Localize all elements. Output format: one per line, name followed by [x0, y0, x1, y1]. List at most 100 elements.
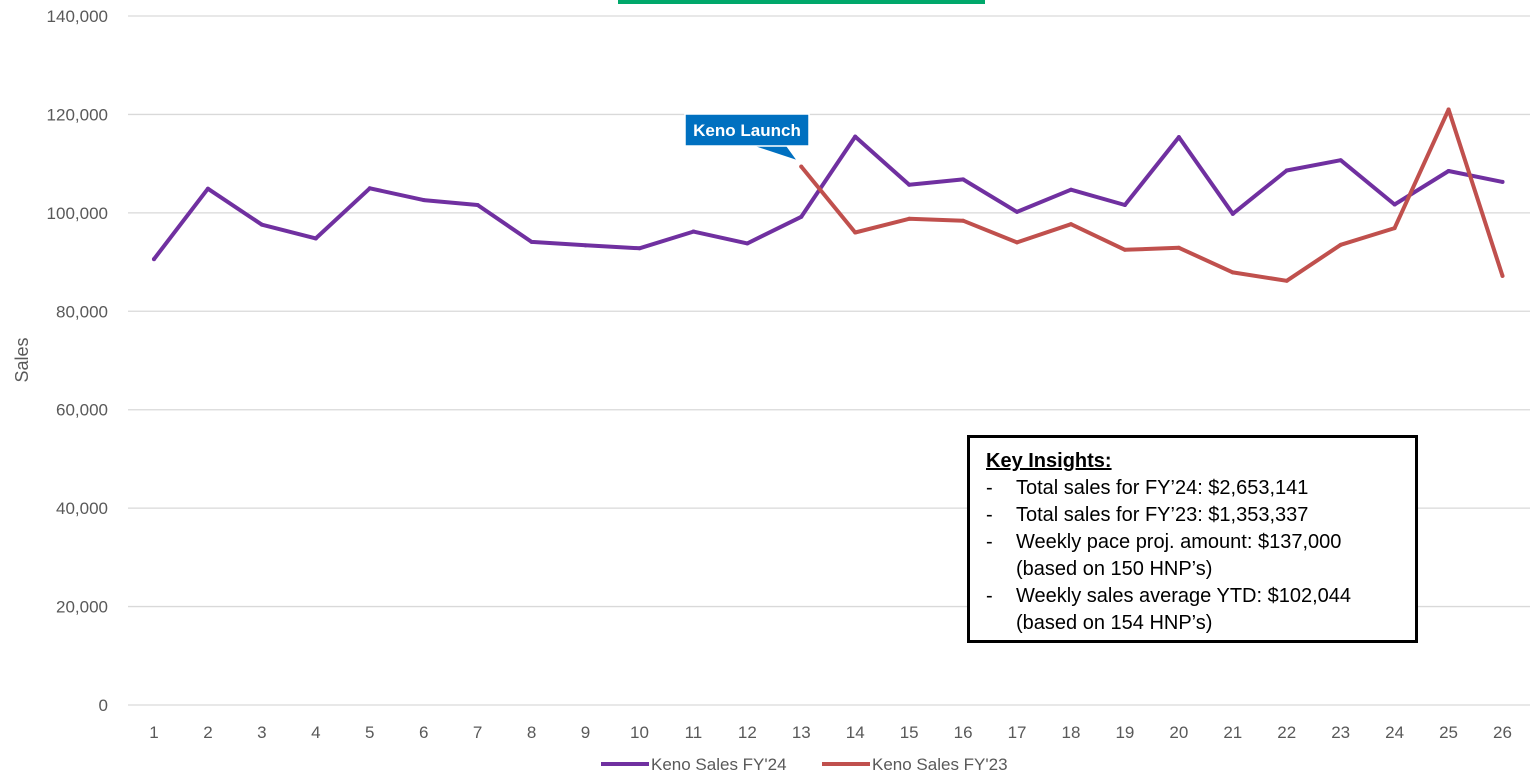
y-axis-ticks: 0 20,000 40,000 60,000 80,000 100,000 120,000 1…	[47, 7, 108, 715]
gridlines	[128, 15, 1530, 706]
x-tick-label: 22	[1277, 723, 1296, 742]
data-point	[907, 182, 912, 187]
x-tick-label: 10	[630, 723, 649, 742]
keno-launch-callout: Keno Launch	[684, 113, 810, 162]
data-point	[1015, 240, 1020, 245]
series-fy24	[152, 134, 1505, 262]
y-axis-title: Sales	[12, 337, 32, 382]
data-point	[1446, 169, 1451, 174]
insight-line: Weekly pace proj. amount: $137,000	[1016, 531, 1342, 553]
x-tick-label: 1	[149, 723, 158, 742]
x-tick-label: 14	[846, 723, 865, 742]
data-point	[1122, 202, 1127, 207]
data-point	[313, 236, 318, 241]
data-point	[1068, 187, 1073, 192]
data-point	[529, 239, 534, 244]
data-point	[1500, 179, 1505, 184]
data-point	[1015, 209, 1020, 214]
x-tick-label: 8	[527, 723, 536, 742]
insight-item: - Total sales for FY’23: $1,353,337	[986, 502, 1401, 529]
insight-bullet: -	[986, 585, 993, 607]
x-tick-label: 16	[954, 723, 973, 742]
x-tick-label: 5	[365, 723, 374, 742]
data-point	[205, 186, 210, 191]
legend: Keno Sales FY'24 Keno Sales FY'23	[601, 755, 1008, 774]
data-point	[421, 198, 426, 203]
data-point	[1122, 247, 1127, 252]
y-tick-label: 140,000	[47, 7, 108, 26]
y-tick-label: 100,000	[47, 204, 108, 223]
data-point	[1338, 242, 1343, 247]
y-tick-label: 20,000	[56, 598, 108, 617]
data-point	[907, 216, 912, 221]
y-tick-label: 0	[99, 696, 108, 715]
insight-item: - Weekly sales average YTD: $102,044 (base…	[986, 583, 1401, 637]
y-tick-label: 120,000	[47, 105, 108, 124]
data-point	[1338, 158, 1343, 163]
data-point	[799, 164, 804, 169]
series-line	[152, 134, 1505, 262]
x-tick-label: 21	[1223, 723, 1242, 742]
x-tick-label: 2	[203, 723, 212, 742]
x-tick-label: 9	[581, 723, 590, 742]
data-point	[853, 134, 858, 139]
x-tick-label: 18	[1062, 723, 1081, 742]
insight-text: Total sales for FY’23: $1,353,337	[1016, 502, 1401, 529]
insight-text: Weekly sales average YTD: $102,044 (based…	[1016, 583, 1401, 637]
x-tick-label: 26	[1493, 723, 1512, 742]
x-tick-label: 23	[1331, 723, 1350, 742]
key-insights-box: Key Insights: - Total sales for FY’24: $2…	[967, 435, 1418, 643]
insight-text: Total sales for FY’24: $2,653,141	[1016, 475, 1401, 502]
x-tick-label: 13	[792, 723, 811, 742]
data-point	[745, 241, 750, 246]
x-tick-label: 6	[419, 723, 428, 742]
insight-item: - Total sales for FY’24: $2,653,141	[986, 475, 1401, 502]
y-tick-label: 40,000	[56, 499, 108, 518]
y-tick-label: 60,000	[56, 401, 108, 420]
title-accent-bar	[618, 0, 985, 4]
series-fy23	[799, 107, 1505, 283]
data-point	[367, 186, 372, 191]
data-point	[799, 214, 804, 219]
data-point	[1230, 270, 1235, 275]
insight-item: - Weekly pace proj. amount: $137,000 (base…	[986, 529, 1401, 583]
data-point	[961, 218, 966, 223]
callout-label: Keno Launch	[693, 121, 801, 140]
x-axis-ticks: 1 2 3 4 5 6 7 8 9 10 11 12 13 14 15 16 17 18 19 20 21 22 23 24 2…	[149, 723, 1512, 742]
series-lines	[152, 107, 1505, 283]
x-tick-label: 24	[1385, 723, 1404, 742]
x-tick-label: 12	[738, 723, 757, 742]
insight-line: (based on 150 HNP’s)	[1016, 558, 1213, 580]
data-point	[1284, 168, 1289, 173]
x-tick-label: 3	[257, 723, 266, 742]
legend-label: Keno Sales FY'23	[872, 755, 1008, 774]
data-point	[475, 202, 480, 207]
insight-line: Weekly sales average YTD: $102,044	[1016, 585, 1352, 607]
x-tick-label: 19	[1115, 723, 1134, 742]
key-insights-title: Key Insights:	[986, 450, 1112, 472]
legend-label: Keno Sales FY'24	[651, 755, 787, 774]
y-tick-label: 80,000	[56, 302, 108, 321]
insight-line: (based on 154 HNP’s)	[1016, 612, 1213, 634]
data-point	[1392, 226, 1397, 231]
insight-bullet: -	[986, 477, 993, 499]
data-point	[1176, 245, 1181, 250]
data-point	[1392, 202, 1397, 207]
data-point	[259, 222, 264, 227]
data-point	[1446, 107, 1451, 112]
data-point	[1500, 273, 1505, 278]
data-point	[152, 257, 156, 262]
x-tick-label: 15	[900, 723, 919, 742]
data-point	[691, 229, 696, 234]
x-tick-label: 17	[1008, 723, 1027, 742]
insight-line: Total sales for FY’24: $2,653,141	[1016, 477, 1309, 499]
data-point	[637, 246, 642, 251]
series-line	[799, 107, 1505, 283]
callout-box	[684, 113, 810, 147]
x-tick-label: 11	[685, 723, 703, 742]
data-point	[961, 177, 966, 182]
data-point	[1176, 135, 1181, 140]
x-tick-label: 7	[473, 723, 482, 742]
data-point	[1068, 222, 1073, 227]
